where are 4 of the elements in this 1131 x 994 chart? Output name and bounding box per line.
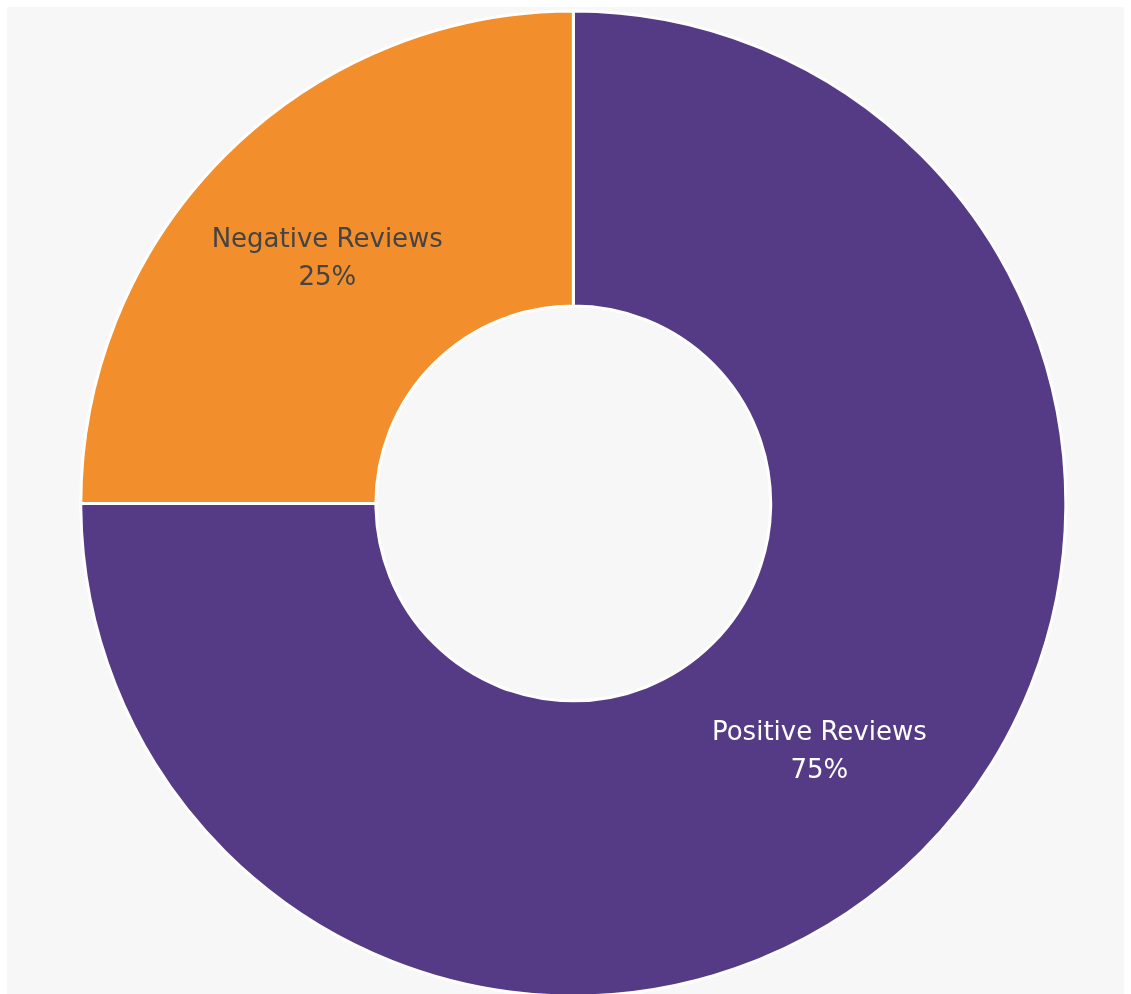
data-label: 75%	[790, 753, 849, 784]
data-label: 25%	[298, 261, 357, 292]
slice-label: Negative Reviews	[211, 223, 443, 254]
slice-label: Positive Reviews	[711, 715, 927, 746]
